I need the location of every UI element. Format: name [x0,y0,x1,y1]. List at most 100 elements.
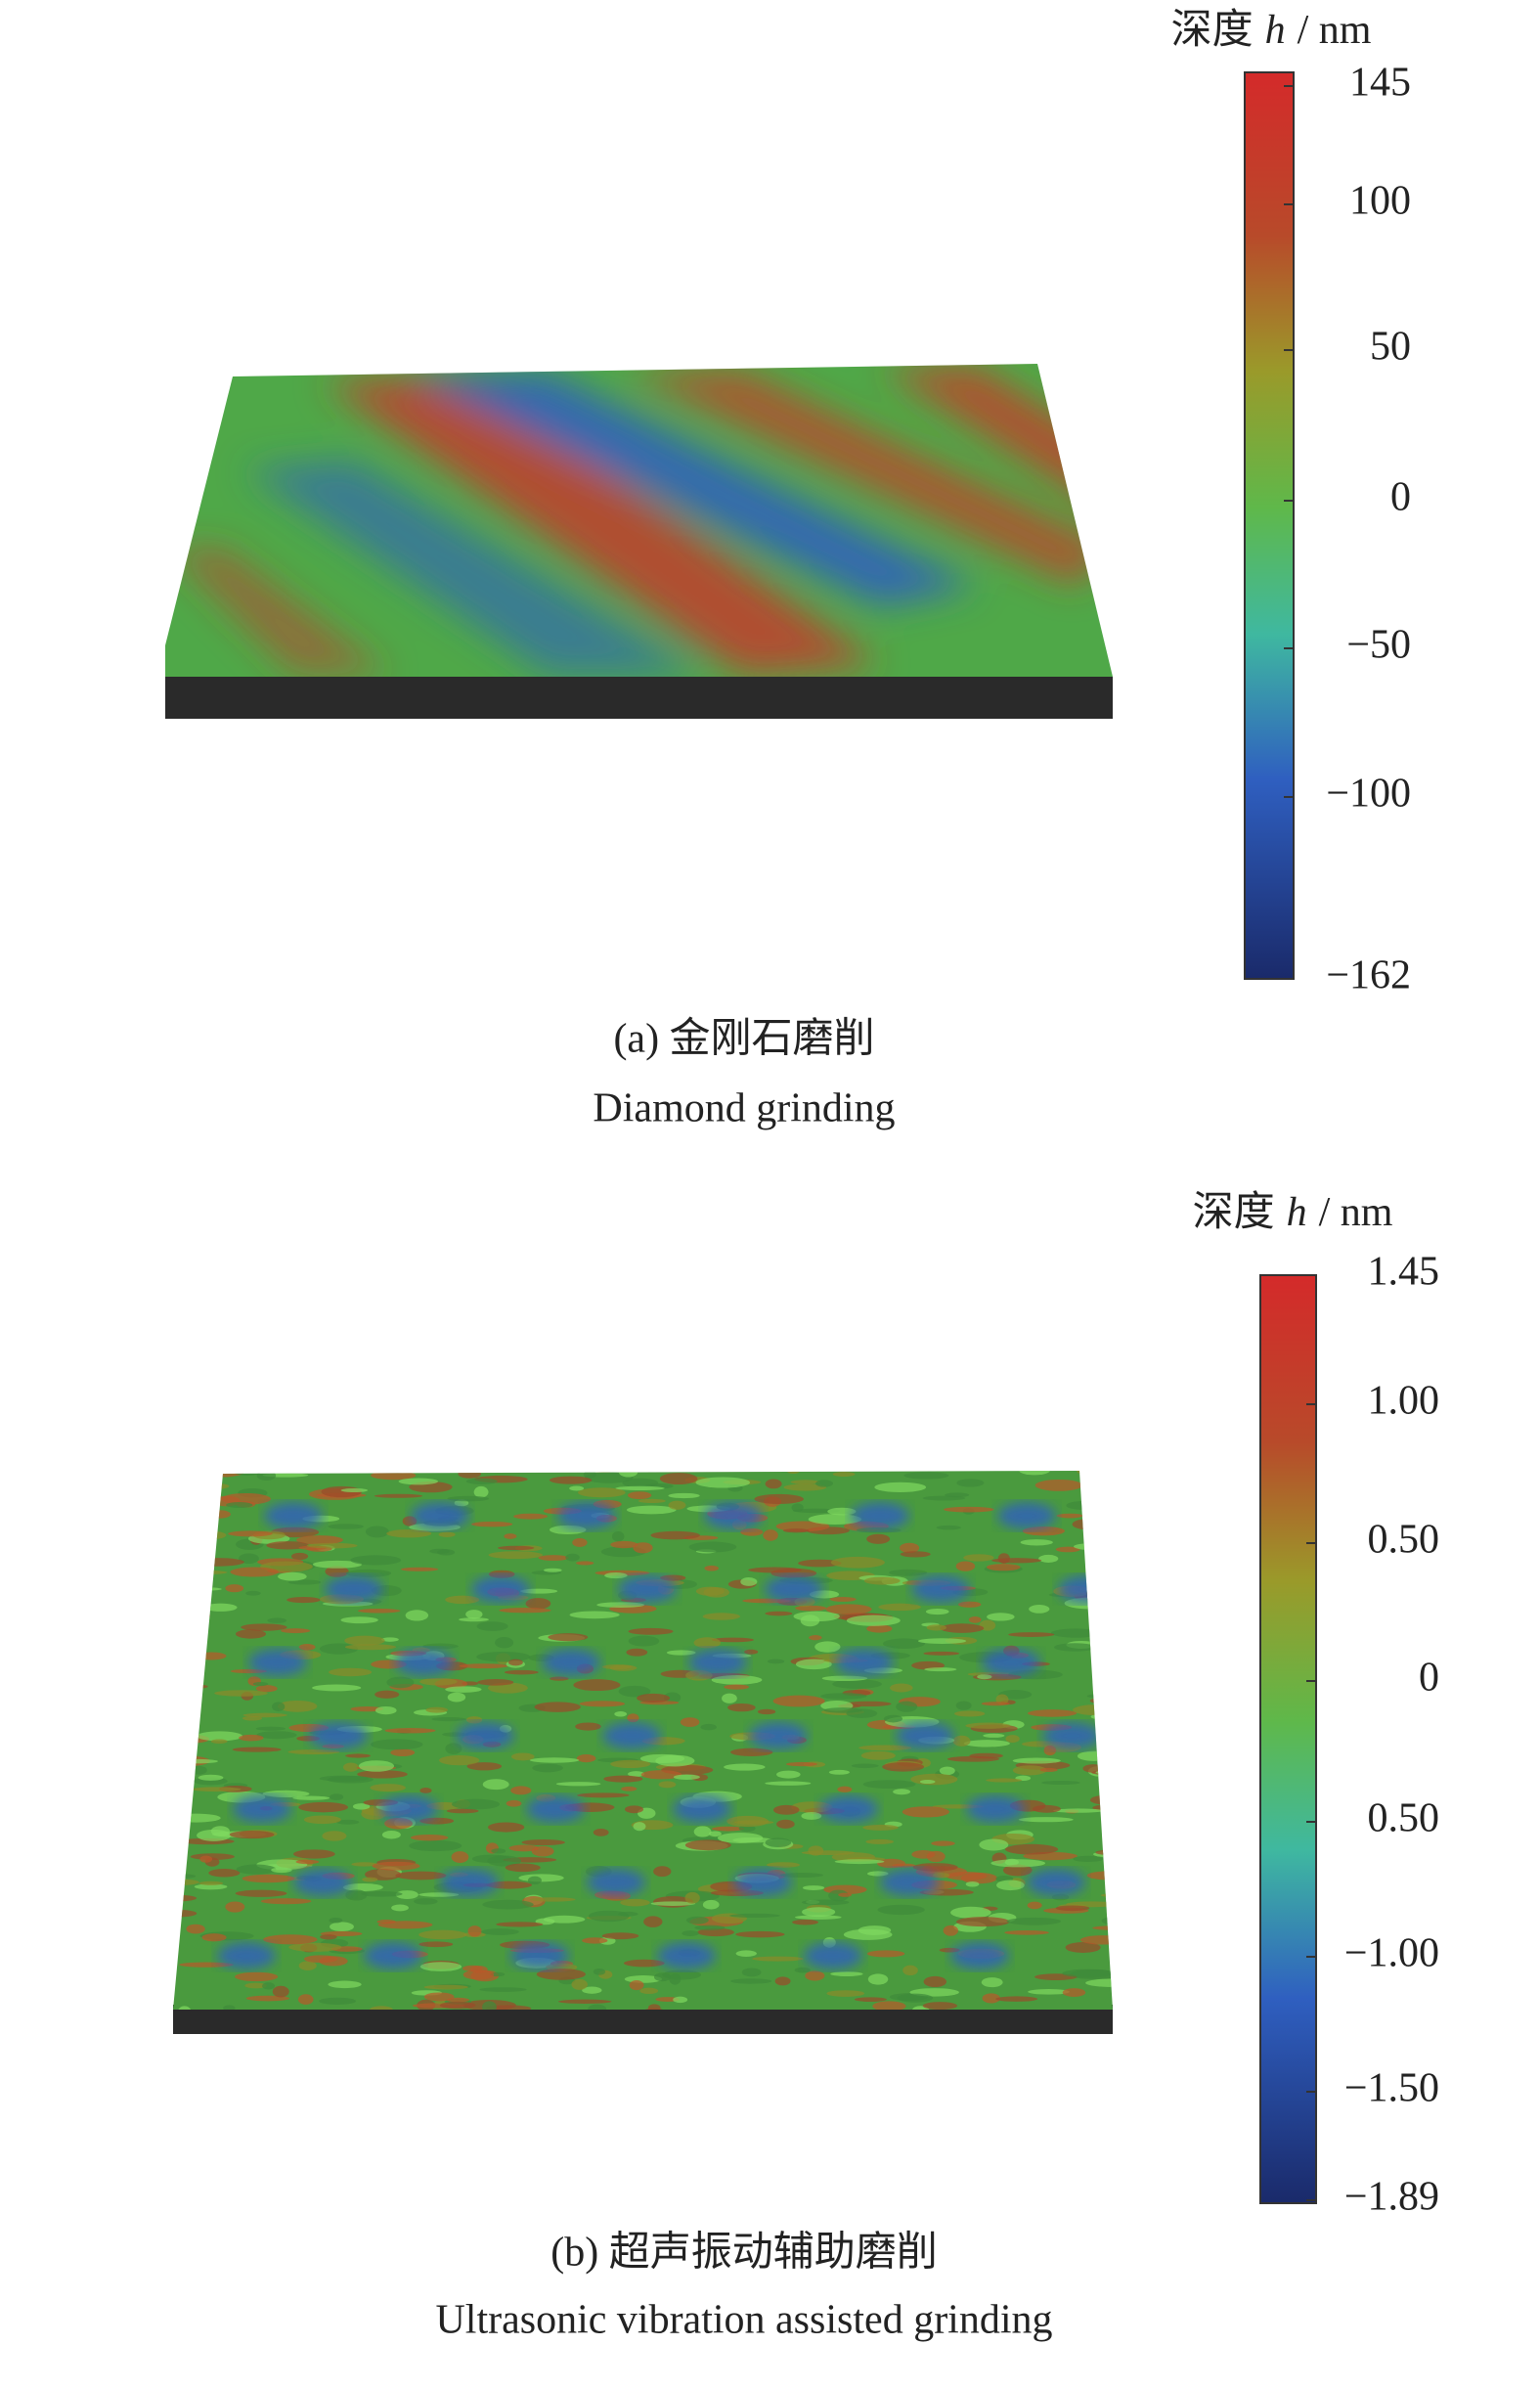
texture [445,1743,462,1754]
texture [1092,1925,1113,1930]
texture [754,1493,804,1505]
texture [569,1485,585,1491]
texture [208,1869,241,1878]
texture [298,1801,348,1813]
texture [185,1530,227,1540]
texture [497,1545,535,1551]
texture [398,1478,439,1485]
texture [210,1739,228,1745]
texture [1101,1916,1113,1925]
texture [358,1608,401,1614]
texture [345,1889,368,1901]
texture [262,1982,276,1990]
colorbar-tick-label: 0 [1419,1656,1439,1701]
texture [458,1471,481,1479]
texture [381,1637,399,1642]
texture [1095,1849,1113,1856]
texture [342,1762,359,1772]
texture [473,1485,489,1498]
texture [744,1649,759,1655]
texture [482,2001,497,2010]
texture [794,1967,811,1973]
texture [575,1722,601,1731]
texture [782,1528,810,1533]
texture [882,1762,925,1772]
texture [1062,1988,1086,1997]
texture [369,2006,394,2010]
texture [724,1763,766,1771]
texture [579,1701,626,1707]
texture [809,1635,822,1641]
texture [794,1915,842,1920]
pit [911,1575,970,1603]
pit [542,1649,600,1676]
texture [588,1910,630,1923]
texture [1077,1471,1107,1476]
texture [476,1651,531,1662]
texture [838,1892,853,1897]
texture [173,1879,199,1886]
pit [309,1722,368,1749]
texture [319,1956,348,1967]
texture [173,1634,181,1646]
texture [418,1929,467,1940]
texture [201,1933,227,1942]
texture [774,1976,791,1986]
texture [286,1597,321,1604]
texture [1039,1767,1058,1773]
texture [1055,1905,1090,1912]
pit [851,1502,909,1529]
texture [180,1758,219,1764]
texture [717,1833,764,1843]
texture [626,1505,677,1515]
title-part: / nm [1319,1190,1393,1235]
pit [966,1795,1025,1823]
texture [618,1471,638,1478]
texture [889,1569,928,1576]
texture [298,1643,316,1651]
texture [862,1780,916,1790]
texture [982,1993,1000,2004]
title-part: 深度 [1171,8,1254,53]
texture [465,1716,483,1724]
texture [805,1970,825,1981]
texture [465,1610,483,1619]
texture [623,1959,665,1968]
texture [629,1980,644,1991]
texture [292,1795,330,1800]
texture [178,2006,192,2010]
texture [228,1530,273,1537]
texture [1019,1471,1050,1476]
texture [912,2006,930,2010]
texture [662,1969,702,1980]
texture [550,1676,569,1681]
colorbar-tick-label: 145 [1349,61,1411,106]
texture [536,1969,586,1980]
texture [266,1541,310,1550]
texture [203,1603,238,1612]
texture [582,1986,602,1994]
texture [173,1813,221,1823]
pit [688,1649,747,1676]
texture [785,1761,817,1767]
texture [926,1850,946,1863]
texture [482,1779,509,1791]
texture [414,1898,438,1905]
texture [765,1837,792,1848]
texture [1029,1605,1050,1614]
texture [986,1778,1023,1783]
texture [336,1819,360,1825]
texture [724,1684,749,1690]
pit [880,1869,939,1896]
texture [477,1678,514,1686]
colorbar [1244,71,1295,980]
texture [1086,1871,1113,1880]
texture [628,1771,645,1778]
texture [876,1858,905,1869]
texture [370,1739,423,1750]
texture [990,1859,1046,1868]
colorbar-tick-label: −1.89 [1344,2175,1439,2220]
texture [532,1763,563,1773]
texture [423,1984,468,1990]
texture [572,1537,588,1547]
